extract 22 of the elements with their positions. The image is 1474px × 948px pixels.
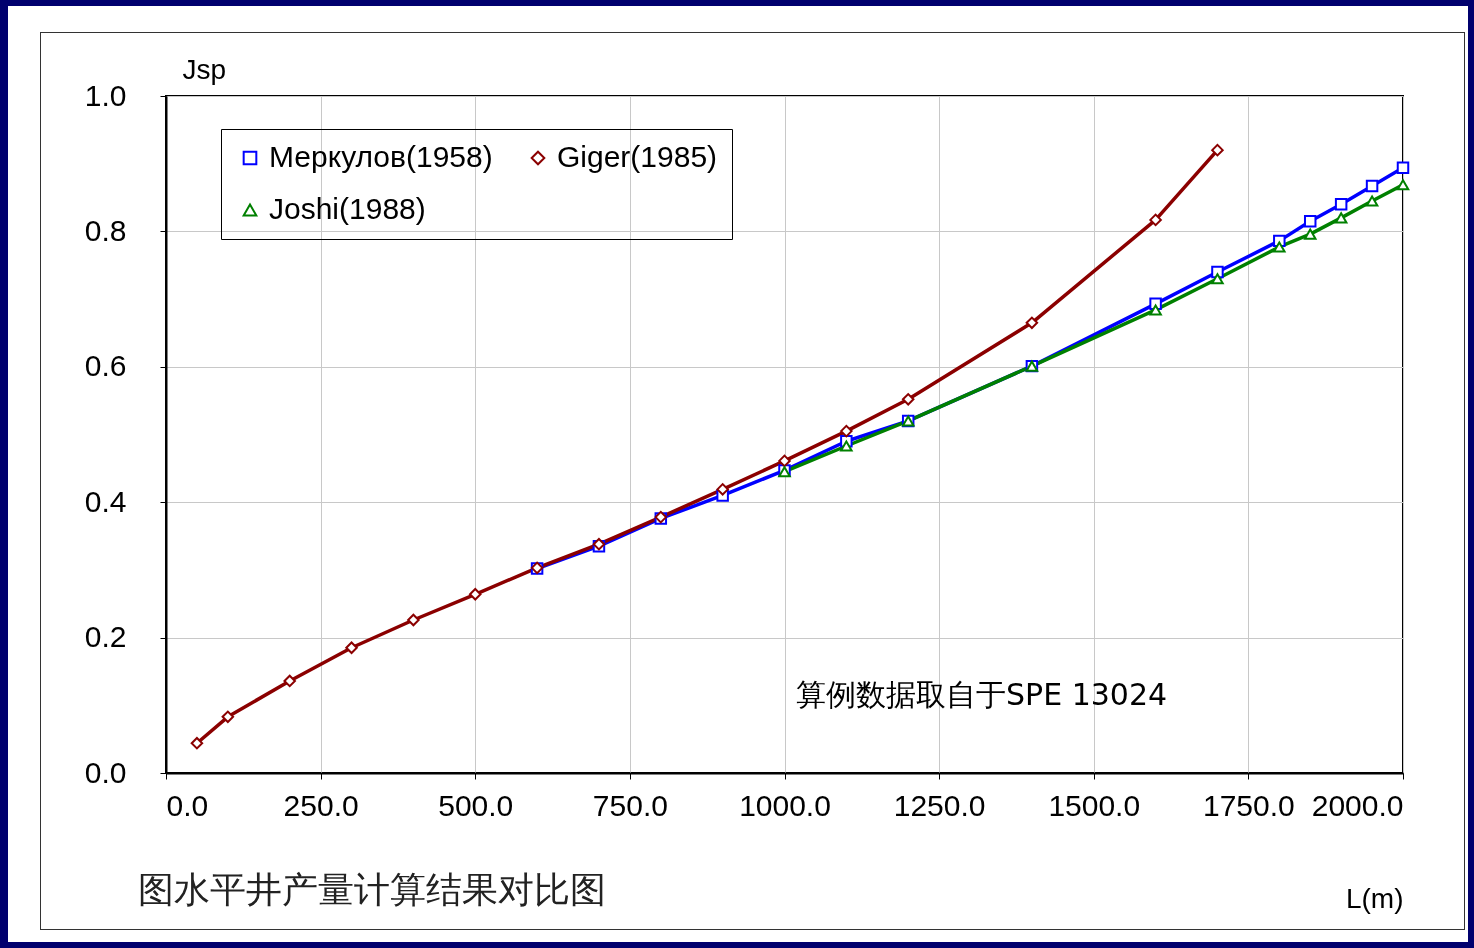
x-tick-label: 1500.0 bbox=[1048, 788, 1141, 822]
x-axis-title: L(m) bbox=[1345, 882, 1404, 914]
x-tick-label: 500.0 bbox=[438, 788, 514, 822]
x-tick-label: 2000.0 bbox=[1311, 788, 1404, 822]
y-tick-label: 0.4 bbox=[84, 484, 127, 518]
x-tick-label: 250.0 bbox=[283, 788, 359, 822]
y-tick-label: 0.2 bbox=[84, 620, 127, 654]
x-tick-label: 0.0 bbox=[166, 788, 209, 822]
y-tick-label: 0.8 bbox=[84, 213, 127, 247]
x-tick-label: 750.0 bbox=[592, 788, 668, 822]
annotation: 算例数据取自于SPE 13024 bbox=[796, 677, 1168, 712]
x-tick-label: 1250.0 bbox=[893, 788, 986, 822]
text: 图水平井产量计算结果对比图 bbox=[138, 868, 606, 912]
legend-label: Giger(1985) bbox=[557, 140, 718, 173]
y-tick-label: 1.0 bbox=[84, 78, 127, 112]
y-axis-title: Jsp bbox=[182, 53, 227, 85]
legend-label: Joshi(1988) bbox=[269, 192, 426, 225]
y-tick-label: 0.6 bbox=[84, 349, 127, 383]
x-tick-label: 1750.0 bbox=[1202, 788, 1295, 822]
y-tick-label: 0.0 bbox=[84, 755, 127, 789]
legend-label: Меркулов(1958) bbox=[269, 140, 493, 173]
x-tick-label: 1000.0 bbox=[739, 788, 831, 822]
